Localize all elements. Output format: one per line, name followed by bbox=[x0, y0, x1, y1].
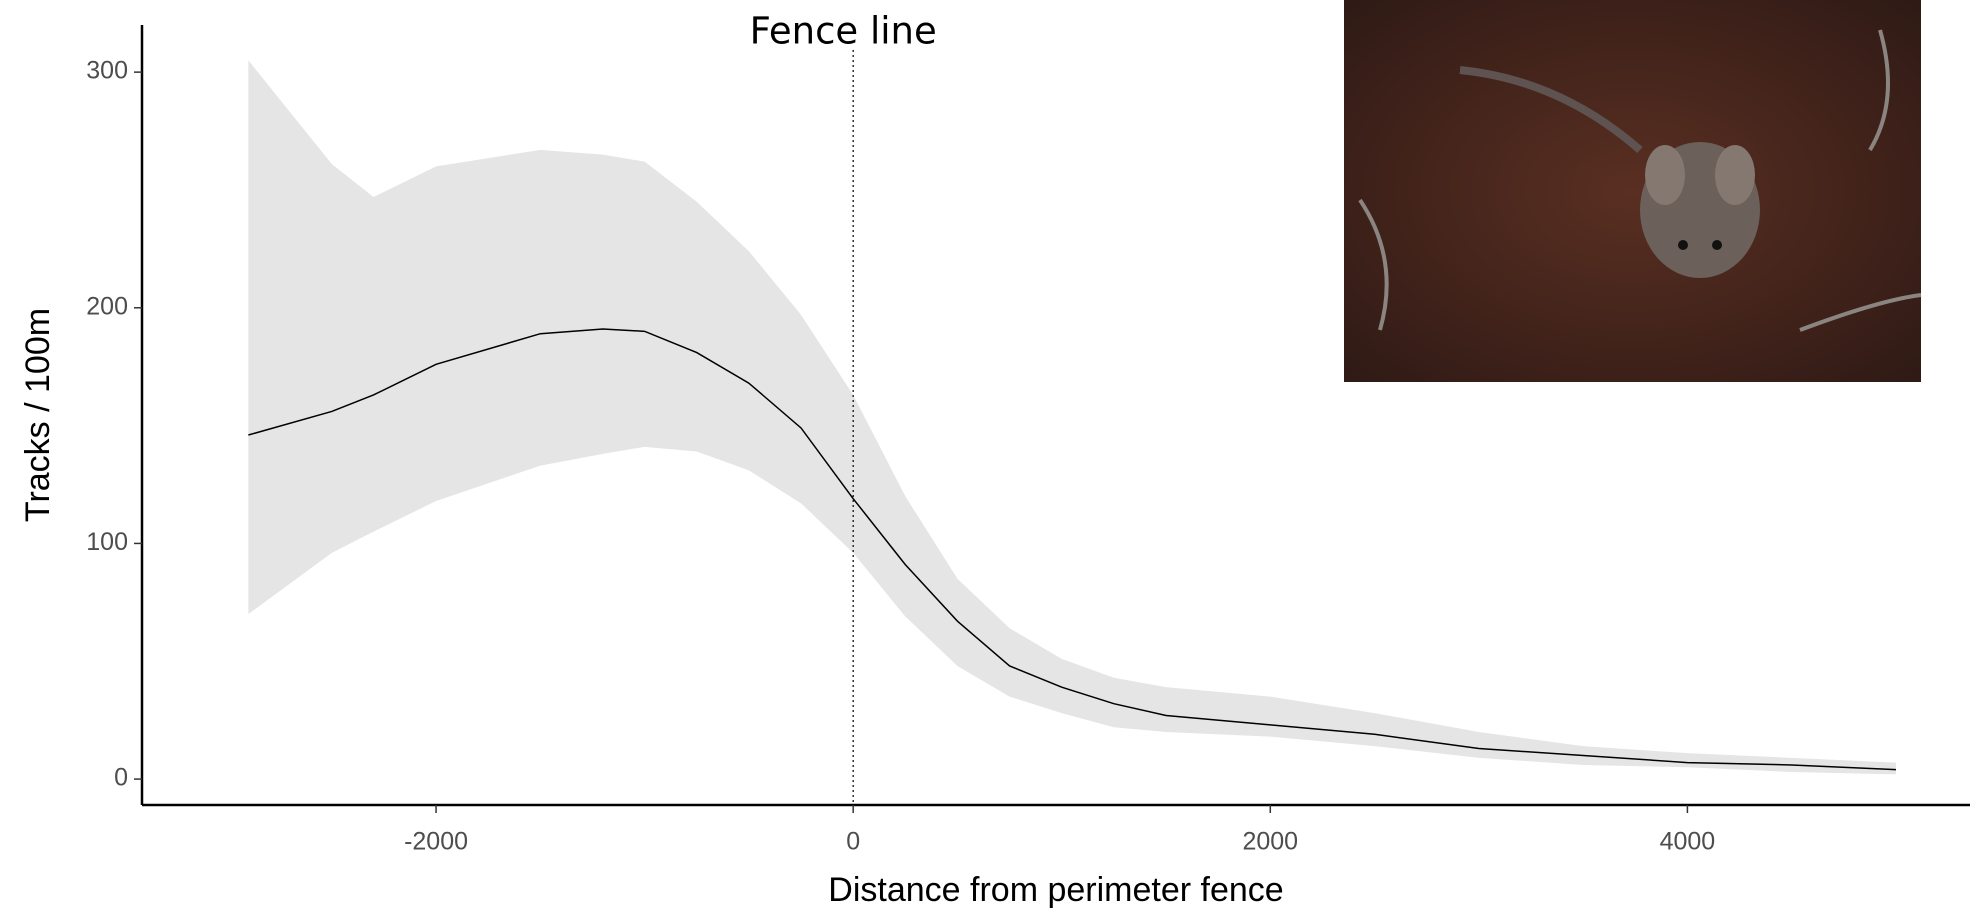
y-tick-label: 200 bbox=[86, 292, 128, 320]
x-axis-title: Distance from perimeter fence bbox=[828, 871, 1283, 909]
y-axis-title: Tracks / 100m bbox=[19, 308, 57, 522]
x-tick-label: -2000 bbox=[404, 828, 468, 856]
y-tick-label: 0 bbox=[114, 764, 128, 792]
trend-line bbox=[248, 328, 1896, 771]
fence-label: Fence line bbox=[750, 10, 937, 53]
confidence-band bbox=[248, 60, 1896, 775]
x-tick-label: 2000 bbox=[1242, 828, 1298, 856]
y-tick-label: 300 bbox=[86, 57, 128, 85]
y-tick-label: 100 bbox=[86, 528, 128, 556]
photo-inset bbox=[1344, 0, 1922, 382]
x-tick-label: 4000 bbox=[1660, 828, 1716, 856]
x-tick-label: 0 bbox=[846, 828, 860, 856]
